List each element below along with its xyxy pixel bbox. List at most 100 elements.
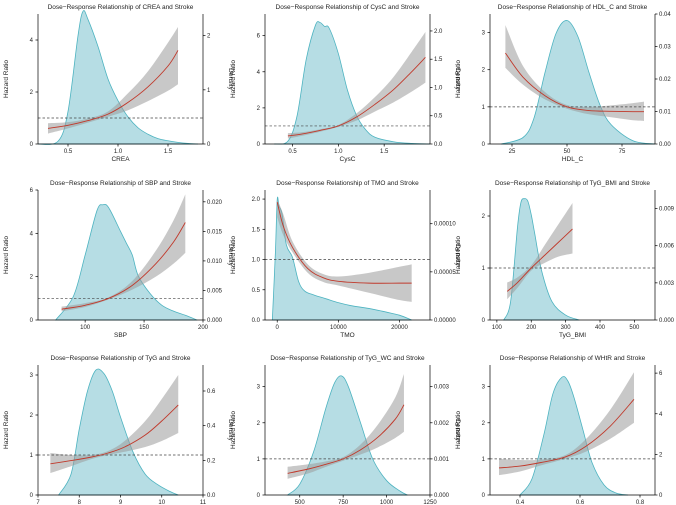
hazard-ratio-curve <box>61 222 186 310</box>
y2-tick-label: 0.001 <box>434 457 450 463</box>
density-area <box>274 21 431 145</box>
y-tick-label: 2 <box>30 90 34 96</box>
x-tick-label: 0.5 <box>288 149 297 155</box>
y2-tick-label: 0.6 <box>207 389 216 395</box>
x-tick-label: 25 <box>509 149 516 155</box>
x-tick-label: 0.5 <box>64 149 73 155</box>
x-tick-label: 10000 <box>330 325 347 331</box>
confidence-band <box>48 27 178 134</box>
confidence-band <box>61 194 186 312</box>
y2-tick-label: 0.020 <box>207 200 223 206</box>
chart-title: Dose−Response Relationship of TyG and St… <box>51 355 191 362</box>
x-tick-label: 100 <box>492 325 503 331</box>
chart-panel-3: Dose−Response Relationship of HDL_C and … <box>455 4 671 163</box>
x-tick-label: 1250 <box>423 500 437 505</box>
y2-tick-label: 0 <box>207 142 211 148</box>
y2-tick-label: 1 <box>207 88 211 94</box>
y-axis-label: Hazard Ratio <box>455 236 462 274</box>
y-tick-label: 4 <box>257 70 261 76</box>
density-area <box>54 203 198 321</box>
y-axis-label: Hazard Ratio <box>455 411 462 449</box>
x-tick-label: 750 <box>338 500 349 505</box>
x-axis-label: HDL_C <box>562 156 584 163</box>
density-area <box>503 198 580 321</box>
y2-axis-label: Density <box>454 68 461 90</box>
density-area <box>57 368 179 496</box>
x-axis-label: TMO <box>340 332 354 339</box>
chart-panel-7: Dose−Response Relationship of TyG and St… <box>3 355 234 505</box>
y2-tick-label: 0.00010 <box>434 222 456 228</box>
y-tick-label: 0 <box>30 318 34 324</box>
y-tick-label: 0 <box>30 493 34 499</box>
hazard-ratio-curve <box>505 52 645 113</box>
y-axis-label: Hazard Ratio <box>230 60 237 98</box>
chart-panel-6: Dose−Response Relationship of TyG_BMI an… <box>455 180 675 339</box>
hazard-ratio-curve <box>287 404 405 474</box>
x-tick-label: 0 <box>276 325 280 331</box>
y2-axis-label: Density <box>227 419 234 441</box>
y2-tick-label: 0.010 <box>207 259 223 265</box>
y-tick-label: 6 <box>30 188 34 194</box>
chart-panel-8: Dose−Response Relationship of TyG_WC and… <box>230 355 461 505</box>
chart-title: Dose−Response Relationship of WHtR and S… <box>500 355 646 362</box>
x-tick-label: 300 <box>561 325 572 331</box>
x-tick-label: 400 <box>595 325 606 331</box>
y-tick-label: 6 <box>257 34 261 40</box>
y-tick-label: 2 <box>30 275 34 281</box>
y-tick-label: 1 <box>482 266 486 272</box>
hazard-ratio-curve <box>506 228 573 292</box>
y2-tick-label: 0.005 <box>207 288 223 294</box>
hazard-ratio-curve <box>287 57 426 137</box>
chart-title: Dose−Response Relationship of HDL_C and … <box>498 4 648 11</box>
y-tick-label: 3 <box>482 31 486 37</box>
y2-tick-label: 0.000 <box>207 318 223 324</box>
x-tick-label: 10 <box>158 500 165 505</box>
x-tick-label: 0.6 <box>576 500 585 505</box>
y2-tick-label: 1.5 <box>434 57 443 63</box>
x-tick-label: 500 <box>629 325 640 331</box>
y-tick-label: 2 <box>482 68 486 74</box>
y2-tick-label: 0.02 <box>659 77 671 83</box>
y-tick-label: 4 <box>30 231 34 237</box>
y2-tick-label: 2.0 <box>434 29 443 35</box>
y-tick-label: 2 <box>482 421 486 427</box>
y2-tick-label: 0.01 <box>659 110 671 116</box>
y2-tick-label: 0.002 <box>434 421 450 427</box>
x-tick-label: 100 <box>80 325 91 331</box>
chart-panel-9: Dose−Response Relationship of WHtR and S… <box>455 355 663 505</box>
x-tick-label: 7 <box>36 500 40 505</box>
y-tick-label: 2 <box>30 413 34 419</box>
y-tick-label: 2 <box>257 106 261 112</box>
x-tick-label: 0.8 <box>636 500 645 505</box>
y2-tick-label: 0.015 <box>207 229 223 235</box>
chart-panel-1: Dose−Response Relationship of CREA and S… <box>3 4 234 163</box>
y-axis-label: Hazard Ratio <box>230 411 237 449</box>
x-tick-label: 1.0 <box>114 149 123 155</box>
density-area <box>37 10 199 145</box>
y-tick-label: 0 <box>482 318 486 324</box>
chart-title: Dose−Response Relationship of CysC and S… <box>276 4 420 11</box>
x-tick-label: 500 <box>295 500 306 505</box>
y2-tick-label: 2 <box>207 34 211 40</box>
chart-title: Dose−Response Relationship of TyG_BMI an… <box>495 180 650 187</box>
y2-tick-label: 0.00005 <box>434 270 456 276</box>
x-tick-label: 1.0 <box>334 149 343 155</box>
x-tick-label: 200 <box>526 325 537 331</box>
y2-tick-label: 2 <box>659 452 663 458</box>
hazard-ratio-curve <box>498 399 635 469</box>
x-tick-label: 8 <box>78 500 82 505</box>
y-tick-label: 1 <box>482 457 486 463</box>
y2-tick-label: 0.00000 <box>434 318 456 324</box>
y-tick-label: 1 <box>482 105 486 111</box>
y2-tick-label: 0.006 <box>659 244 675 250</box>
hazard-ratio-curve <box>50 404 179 465</box>
y2-axis-label: Density <box>227 244 234 266</box>
y2-tick-label: 0.009 <box>659 207 675 213</box>
x-axis-label: SBP <box>114 332 127 339</box>
y2-tick-label: 0.003 <box>659 281 675 287</box>
confidence-band <box>277 199 412 302</box>
chart-title: Dose−Response Relationship of TyG_WC and… <box>270 355 425 362</box>
x-tick-label: 11 <box>200 500 207 505</box>
y-tick-label: 1.5 <box>252 227 261 233</box>
y2-tick-label: 0.03 <box>659 45 671 51</box>
